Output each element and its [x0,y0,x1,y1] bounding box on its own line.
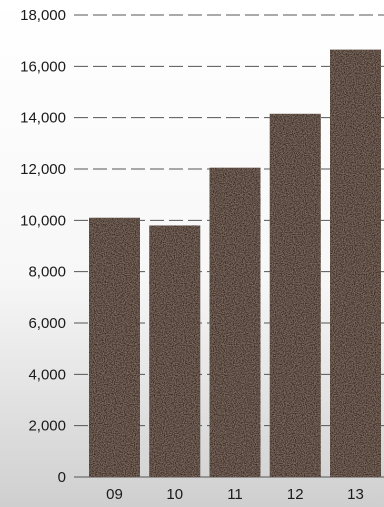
y-tick-label: 2,000 [28,418,66,435]
x-axis-ticks: 09 10 11 12 13 [106,486,364,503]
bars [89,49,381,478]
bar-10 [149,225,201,477]
y-tick-label: 16,000 [20,58,66,75]
y-tick-label: 10,000 [20,212,66,229]
x-tick-label: 10 [166,486,183,503]
y-tick-label: 12,000 [20,161,66,178]
x-tick-label: 11 [227,486,243,503]
y-tick-label: 6,000 [28,315,66,332]
bar-09 [89,217,140,477]
bar-11 [209,167,261,477]
y-tick-label: 8,000 [28,264,66,281]
x-tick-label: 09 [106,486,123,503]
y-tick-label: 18,000 [20,7,66,24]
y-tick-label: 14,000 [20,110,66,127]
y-tick-label: 0 [58,469,66,486]
x-tick-label: 13 [347,486,364,503]
bar-13 [330,49,381,478]
y-axis-ticks: 0 2,000 4,000 6,000 8,000 10,000 12,000 14,000 1… [20,7,66,486]
bar-12 [269,113,321,478]
x-tick-label: 12 [287,486,304,503]
y-tick-label: 4,000 [28,366,66,383]
